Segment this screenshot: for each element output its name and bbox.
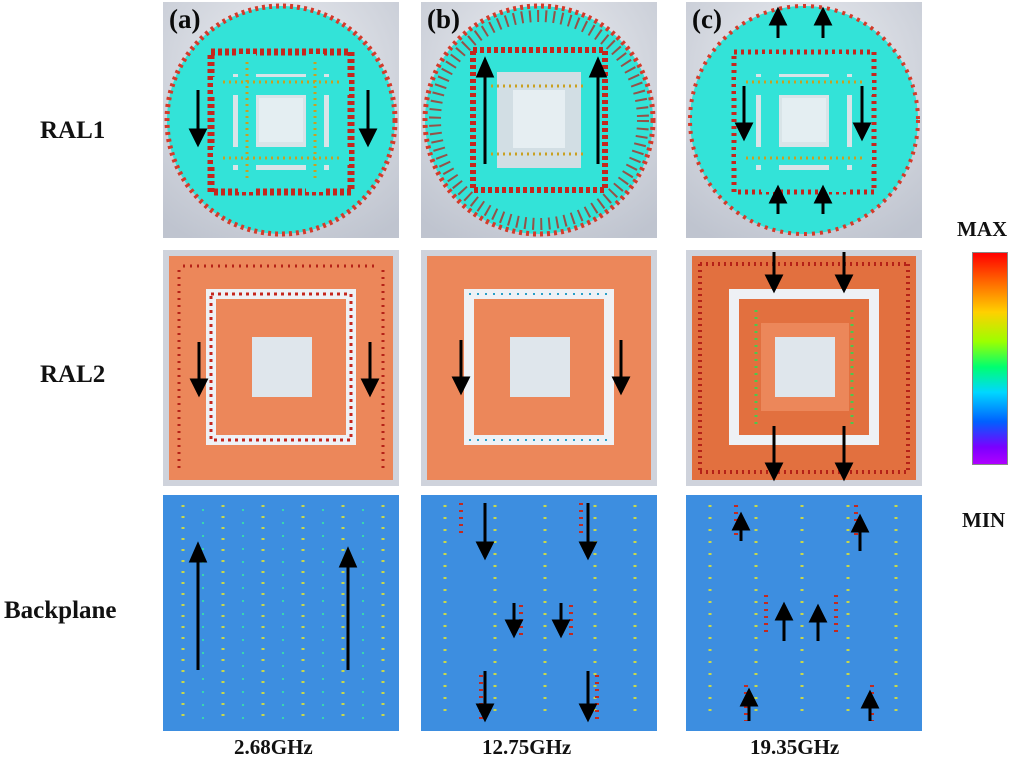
panel-ral1-a: (a): [163, 2, 399, 238]
legend-min-label: MIN: [962, 508, 1006, 532]
colorbar: [972, 252, 1008, 465]
panel-backplane-a: [163, 495, 399, 731]
row-label-ral2: RAL2: [40, 361, 106, 388]
frequency-label-c: 19.35GHz: [750, 735, 840, 759]
square-ring-current-map-icon: [686, 250, 922, 486]
circular-patch-current-map-icon: [421, 2, 657, 238]
panel-ral2-b: [421, 250, 657, 486]
panel-label-b: (b): [427, 4, 460, 34]
panel-backplane-b: [421, 495, 657, 731]
frequency-label-b: 12.75GHz: [482, 735, 572, 759]
row-label-backplane: Backplane: [4, 597, 117, 624]
frequency-label-a: 2.68GHz: [234, 735, 313, 759]
panel-ral1-c: (c): [686, 2, 922, 238]
panel-backplane-c: [686, 495, 922, 731]
ground-plane-current-map-icon: [421, 495, 657, 731]
row-label-ral1: RAL1: [40, 117, 106, 144]
ground-plane-current-map-icon: [686, 495, 922, 731]
ground-plane-current-map-icon: [163, 495, 399, 731]
square-ring-current-map-icon: [163, 250, 399, 486]
panel-label-c: (c): [692, 4, 722, 34]
circular-patch-current-map-icon: [686, 2, 922, 238]
panel-ral2-c: [686, 250, 922, 486]
panel-ral2-a: [163, 250, 399, 486]
panel-label-a: (a): [169, 4, 201, 34]
legend-max-label: MAX: [957, 217, 1008, 241]
circular-patch-current-map-icon: [163, 2, 399, 238]
square-ring-current-map-icon: [421, 250, 657, 486]
panel-ral1-b: (b): [421, 2, 657, 238]
